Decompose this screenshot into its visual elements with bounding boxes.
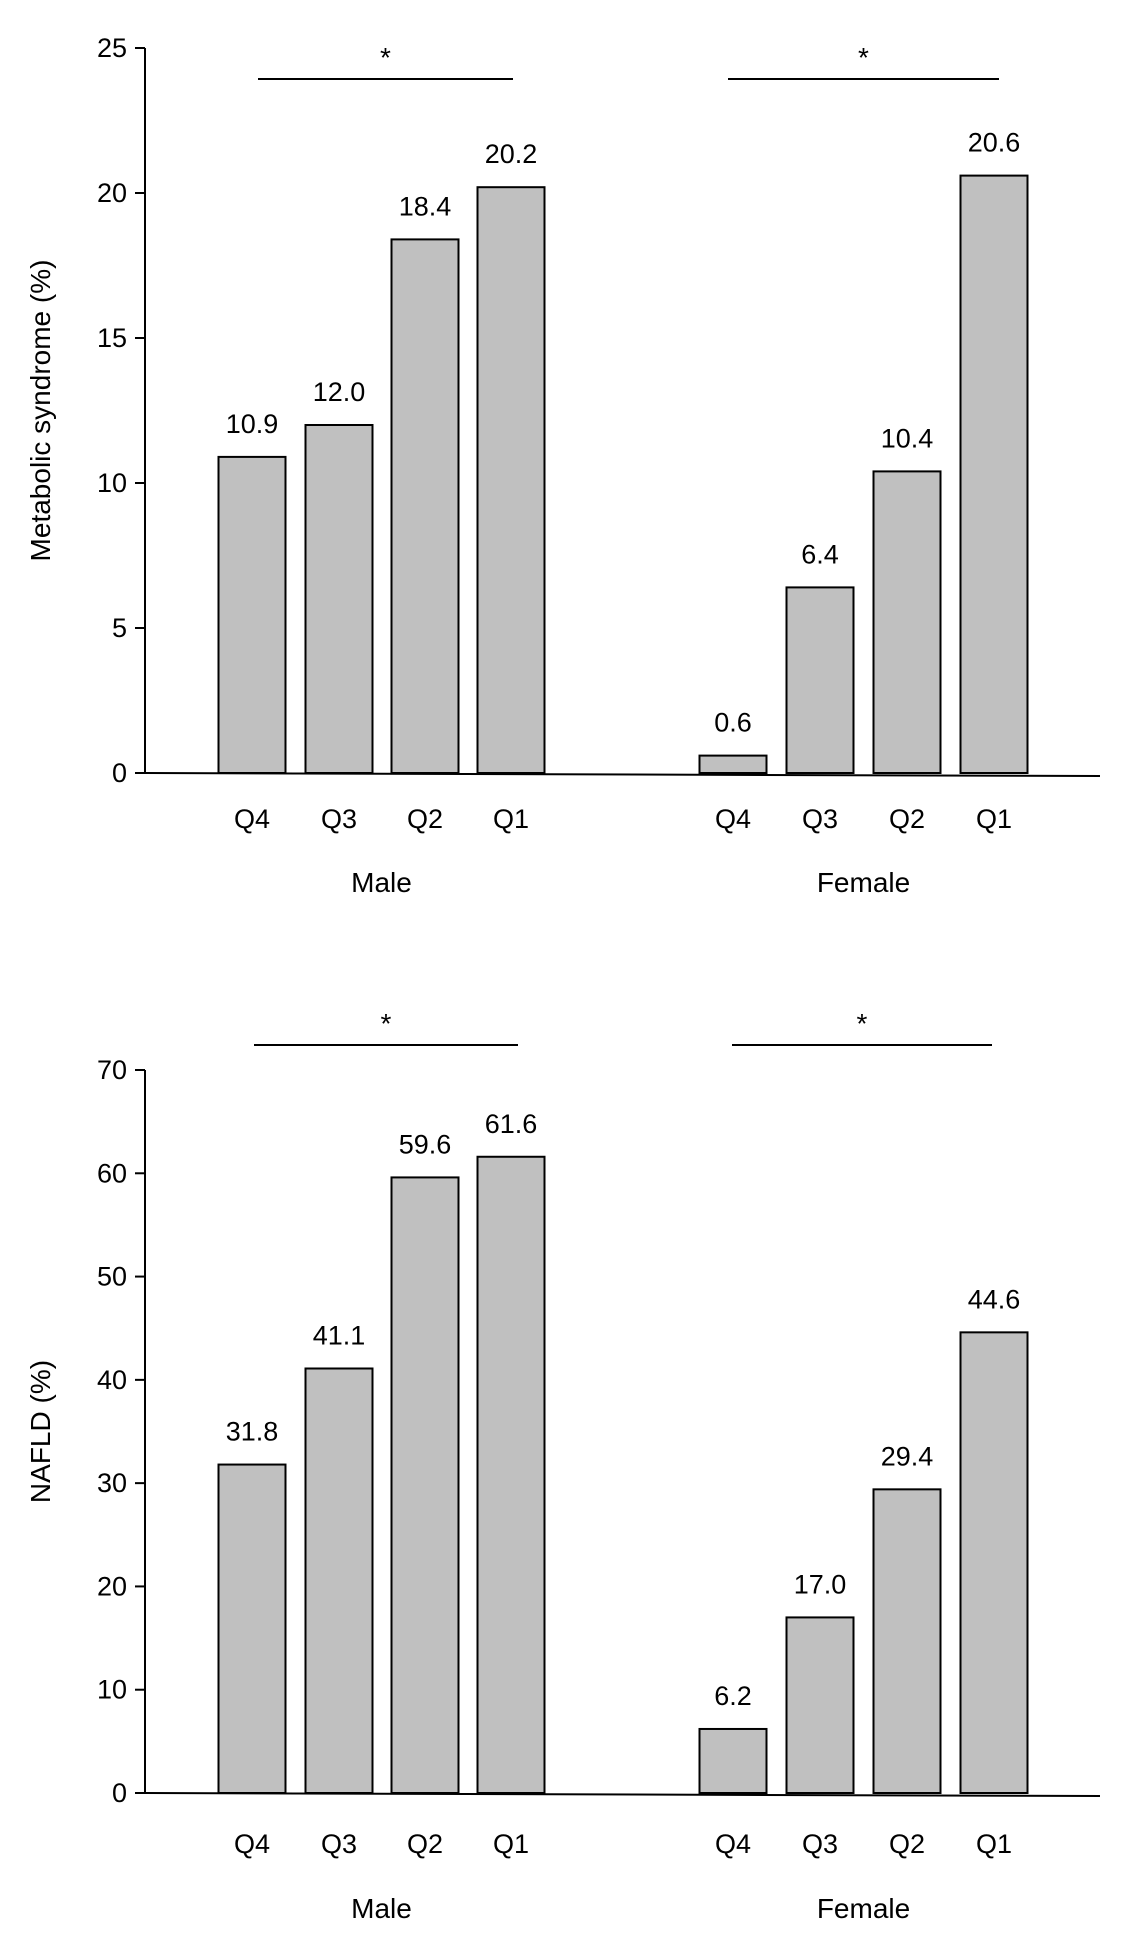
metabolic-syndrome-data-label: 12.0 [313, 377, 366, 407]
nafld-bar-male-q3 [304, 1367, 374, 1794]
nafld-bar-male-q1 [476, 1155, 546, 1794]
metabolic-syndrome-group-label-female: Female [817, 867, 910, 898]
nafld-bar-male-q4 [217, 1463, 287, 1794]
metabolic-syndrome-significance-star: * [858, 42, 869, 73]
nafld-category-label: Q4 [234, 1829, 270, 1859]
metabolic-syndrome-data-label: 18.4 [399, 191, 452, 221]
metabolic-syndrome-bar-male-q4 [217, 455, 287, 774]
metabolic-syndrome-category-label: Q3 [802, 804, 838, 834]
metabolic-syndrome-y-tick-label: 15 [97, 323, 127, 353]
nafld-y-tick-label: 0 [112, 1778, 127, 1808]
nafld-category-label: Q4 [715, 1829, 751, 1859]
nafld-bar-female-q2 [872, 1488, 942, 1794]
nafld-group-label-male: Male [351, 1893, 412, 1924]
metabolic-syndrome-data-label: 10.9 [226, 409, 279, 439]
nafld-significance-star: * [381, 1008, 392, 1039]
nafld-y-tick-label: 60 [97, 1158, 127, 1188]
nafld-bar-male-q2 [390, 1176, 460, 1794]
metabolic-syndrome-data-label: 20.6 [968, 128, 1021, 158]
nafld-x-axis [144, 1792, 1101, 1797]
metabolic-syndrome-y-tick-label: 0 [112, 758, 127, 788]
metabolic-syndrome-y-tick-label: 10 [97, 468, 127, 498]
nafld-data-label: 17.0 [794, 1569, 847, 1599]
nafld-y-tick-label: 70 [97, 1055, 127, 1085]
metabolic-syndrome-bar-female-q4 [698, 754, 768, 774]
metabolic-syndrome-y-tick-label: 5 [112, 613, 127, 643]
panel-metabolic-syndrome: 0 5 10 15 20 25 Metabolic syndrome (%) 10.9 Q4 12… [25, 33, 1101, 898]
nafld-category-label: Q3 [802, 1829, 838, 1859]
nafld-bar-female-q4 [698, 1727, 768, 1795]
metabolic-syndrome-data-label: 10.4 [881, 423, 934, 453]
metabolic-syndrome-category-label: Q4 [715, 804, 751, 834]
nafld-data-label: 59.6 [399, 1129, 452, 1159]
nafld-y-tick-label: 20 [97, 1571, 127, 1601]
nafld-significance-star: * [857, 1008, 868, 1039]
metabolic-syndrome-category-label: Q3 [321, 804, 357, 834]
nafld-data-label: 44.6 [968, 1284, 1021, 1314]
nafld-data-label: 41.1 [313, 1320, 366, 1350]
nafld-category-label: Q3 [321, 1829, 357, 1859]
metabolic-syndrome-y-tick-label: 25 [97, 33, 127, 63]
metabolic-syndrome-significance-star: * [380, 42, 391, 73]
metabolic-syndrome-bar-male-q3 [304, 424, 374, 774]
metabolic-syndrome-category-label: Q4 [234, 804, 270, 834]
metabolic-syndrome-category-label: Q1 [976, 804, 1012, 834]
metabolic-syndrome-category-label: Q2 [407, 804, 443, 834]
nafld-y-tick-label: 40 [97, 1365, 127, 1395]
nafld-y-tick-label: 10 [97, 1675, 127, 1705]
metabolic-syndrome-y-tick-label: 20 [97, 178, 127, 208]
nafld-data-label: 6.2 [714, 1681, 752, 1711]
metabolic-syndrome-bar-female-q2 [872, 470, 942, 774]
metabolic-syndrome-bar-female-q3 [785, 586, 855, 775]
nafld-bar-female-q1 [959, 1331, 1029, 1794]
nafld-category-label: Q1 [976, 1829, 1012, 1859]
metabolic-syndrome-group-label-male: Male [351, 867, 412, 898]
metabolic-syndrome-data-label: 6.4 [801, 539, 839, 569]
nafld-bar-female-q3 [785, 1616, 855, 1795]
metabolic-syndrome-bar-female-q1 [959, 174, 1029, 775]
metabolic-syndrome-data-label: 0.6 [714, 708, 752, 738]
metabolic-syndrome-bar-male-q1 [476, 186, 546, 774]
metabolic-syndrome-category-label: Q1 [493, 804, 529, 834]
nafld-data-label: 31.8 [226, 1417, 279, 1447]
metabolic-syndrome-data-label: 20.2 [485, 139, 538, 169]
nafld-category-label: Q2 [889, 1829, 925, 1859]
nafld-y-tick-label: 30 [97, 1468, 127, 1498]
panel-nafld: 0 10 20 30 40 50 60 70 NAFLD (%) 31.8 Q4 41.1 Q3 59.6… [25, 1008, 1101, 1924]
nafld-y-tick-label: 50 [97, 1262, 127, 1292]
nafld-y-axis-title: NAFLD (%) [25, 1360, 56, 1503]
metabolic-syndrome-x-axis [144, 772, 1101, 777]
nafld-category-label: Q2 [407, 1829, 443, 1859]
metabolic-syndrome-category-label: Q2 [889, 804, 925, 834]
nafld-data-label: 29.4 [881, 1441, 934, 1471]
metabolic-syndrome-bar-male-q2 [390, 238, 460, 774]
nafld-group-label-female: Female [817, 1893, 910, 1924]
nafld-data-label: 61.6 [485, 1109, 538, 1139]
metabolic-syndrome-y-axis-title: Metabolic syndrome (%) [25, 260, 56, 562]
nafld-category-label: Q1 [493, 1829, 529, 1859]
